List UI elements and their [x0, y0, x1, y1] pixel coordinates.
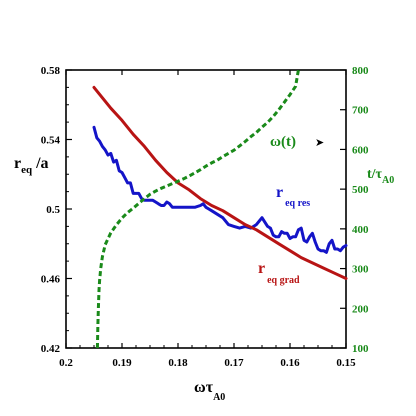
- x-tick-label: 0.15: [336, 357, 356, 369]
- series-label-res-main: r: [276, 184, 283, 201]
- series-label-time: ω(t): [270, 134, 296, 150]
- y-right-tick-label: 100: [352, 343, 369, 355]
- series-line-time: [95, 69, 300, 349]
- y-right-tick-label: 600: [352, 144, 369, 156]
- y-left-label-sub: eq: [21, 164, 33, 176]
- x-label-main: ωτ: [194, 379, 214, 396]
- y-right-tick-label: 500: [352, 184, 369, 196]
- series-label-grad-main: r: [258, 260, 265, 277]
- arrow-right-icon: ➤: [315, 137, 324, 149]
- y-right-tick-label: 200: [352, 303, 369, 315]
- x-tick-label: 0.18: [168, 357, 188, 369]
- y-left-tick-label: 0.5: [46, 204, 60, 216]
- tick-layer: 0.2 0.19 0.18 0.17 0.16 0.15 0.42 0.46 0.5 0.54 0.…: [41, 65, 369, 369]
- y-right-tick-label: 700: [352, 105, 369, 117]
- series-line-grad: [92, 85, 348, 280]
- series-label-res-sub: eq res: [285, 198, 310, 209]
- y-right-tick-label: 800: [352, 65, 369, 77]
- x-tick-label: 0.17: [224, 357, 244, 369]
- x-tick-label: 0.16: [280, 357, 300, 369]
- y-right-label-sub: A0: [382, 175, 394, 186]
- y-left-label-tail: /a: [35, 155, 48, 172]
- y-left-tick-label: 0.58: [41, 65, 61, 77]
- y-left-axis-label: req/a: [14, 155, 49, 176]
- y-right-tick-label: 300: [352, 264, 369, 276]
- series-label-grad: req grad: [258, 260, 300, 286]
- series-label-grad-sub: eq grad: [267, 275, 300, 286]
- y-right-tick-label: 400: [352, 224, 369, 236]
- x-axis-label: ωτA0: [194, 379, 225, 403]
- series-label-res: req res: [276, 184, 310, 209]
- series-line-res: [92, 125, 348, 254]
- x-label-sub: A0: [213, 392, 225, 403]
- series-layer: [92, 69, 348, 349]
- y-right-axis-label: t/τA0: [367, 167, 394, 186]
- y-left-tick-label: 0.42: [41, 343, 61, 355]
- x-tick-label: 0.2: [59, 357, 73, 369]
- y-right-label-main: t/τ: [367, 167, 383, 182]
- x-tick-label: 0.19: [112, 357, 132, 369]
- y-left-tick-label: 0.46: [41, 274, 61, 286]
- y-left-label-main: r: [14, 155, 21, 172]
- y-left-tick-label: 0.54: [41, 135, 61, 147]
